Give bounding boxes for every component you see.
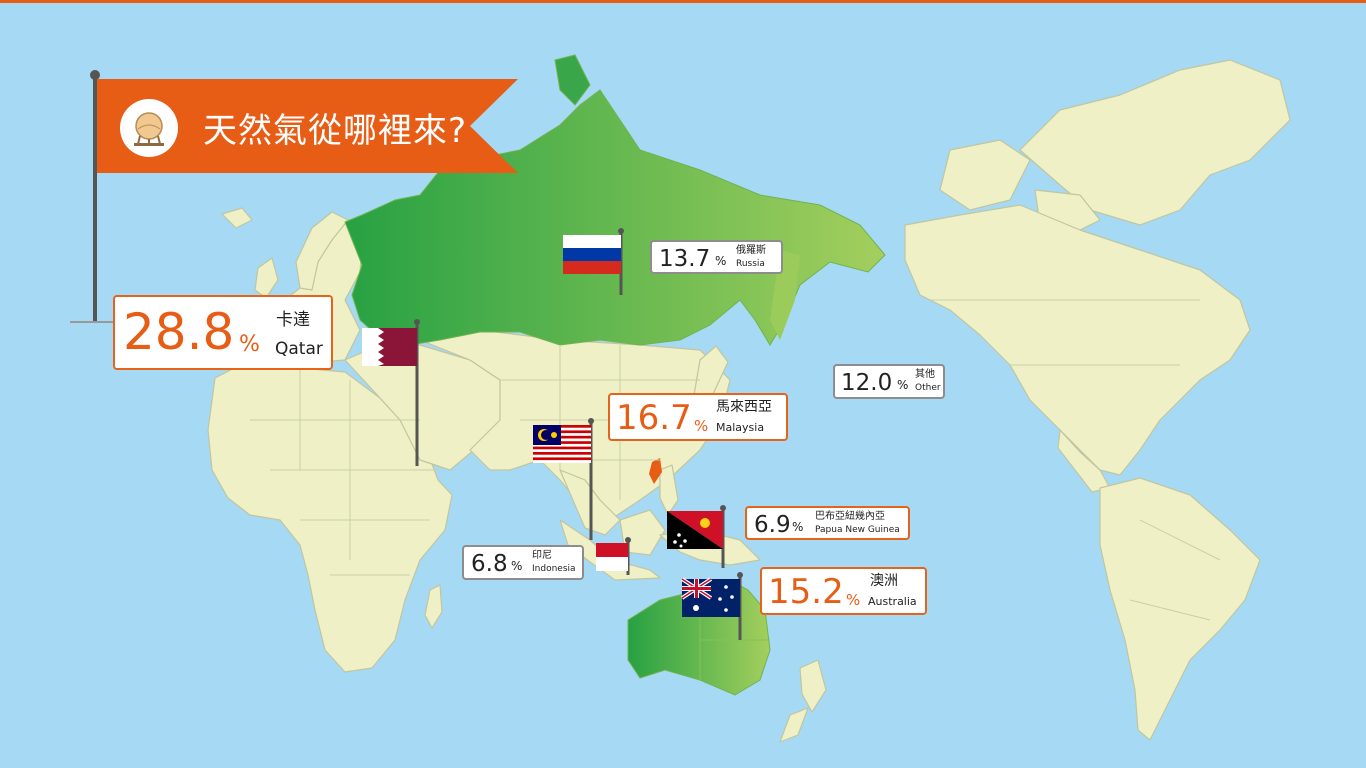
callout-indonesia: 6.8 % 印尼 Indonesia <box>462 545 584 580</box>
borders-americas <box>930 299 1221 621</box>
australia-flag <box>680 577 740 617</box>
top-accent-bar <box>0 0 1366 3</box>
russia-unit: % <box>715 254 727 268</box>
land-north-america <box>904 204 1251 476</box>
qatar-unit: % <box>239 332 260 357</box>
land-philippines <box>659 464 679 516</box>
callout-other: 12.0 % 其他 Other <box>833 364 945 399</box>
australia-unit: % <box>846 591 861 609</box>
png-unit: % <box>792 520 804 534</box>
russia-value: 13.7 <box>659 246 711 272</box>
other-zh: 其他 <box>915 369 935 380</box>
callout-russia: 13.7 % 俄羅斯 Russia <box>650 240 783 274</box>
indonesia-flag <box>596 543 628 571</box>
papua-new-guinea-flag <box>667 511 723 549</box>
png-value: 6.9 <box>754 512 791 538</box>
australia-zh: 澳洲 <box>870 573 898 589</box>
other-en: Other <box>915 383 941 393</box>
png-en: Papua New Guinea <box>815 525 900 535</box>
land-iceland <box>221 207 253 229</box>
land-taiwan <box>649 458 662 484</box>
indonesia-zh: 印尼 <box>532 550 552 561</box>
qatar-flag <box>362 328 417 366</box>
malaysia-flag <box>533 425 591 463</box>
russia-flag <box>563 235 621 274</box>
borders-africa <box>250 370 440 576</box>
russia-zh: 俄羅斯 <box>736 245 766 256</box>
indonesia-en: Indonesia <box>532 564 576 574</box>
land-greenland <box>1019 59 1291 226</box>
other-value: 12.0 <box>841 370 893 396</box>
land-madagascar <box>424 584 443 629</box>
callout-qatar: 28.8 % 卡達 Qatar <box>113 295 333 370</box>
land-south-america <box>1099 477 1261 741</box>
qatar-en: Qatar <box>275 339 323 359</box>
callout-australia: 15.2 % 澳洲 Australia <box>760 567 927 615</box>
malaysia-unit: % <box>694 417 709 435</box>
land-novaya-zemlya <box>554 54 591 106</box>
gas-storage-tank-icon <box>120 99 178 157</box>
russia-en: Russia <box>736 259 765 269</box>
malaysia-value: 16.7 <box>616 398 692 438</box>
qatar-value: 28.8 <box>123 303 235 361</box>
banner-flag-shape <box>97 79 518 173</box>
land-russia <box>344 89 886 346</box>
other-unit: % <box>897 378 909 392</box>
qatar-zh: 卡達 <box>276 310 310 330</box>
land-new-zealand <box>779 659 827 743</box>
callout-papua-new-guinea: 6.9 % 巴布亞紐幾內亞 Papua New Guinea <box>745 506 910 540</box>
png-zh: 巴布亞紐幾內亞 <box>815 511 885 522</box>
land-british-isles <box>254 257 279 299</box>
malaysia-zh: 馬來西亞 <box>716 399 772 415</box>
australia-value: 15.2 <box>768 572 844 612</box>
malaysia-en: Malaysia <box>716 421 765 434</box>
banner-title: 天然氣從哪裡來? <box>203 111 468 151</box>
indonesia-value: 6.8 <box>471 551 508 577</box>
land-scandinavia <box>295 211 349 291</box>
indonesia-unit: % <box>511 559 523 573</box>
australia-en: Australia <box>868 595 917 608</box>
callout-malaysia: 16.7 % 馬來西亞 Malaysia <box>608 393 788 441</box>
